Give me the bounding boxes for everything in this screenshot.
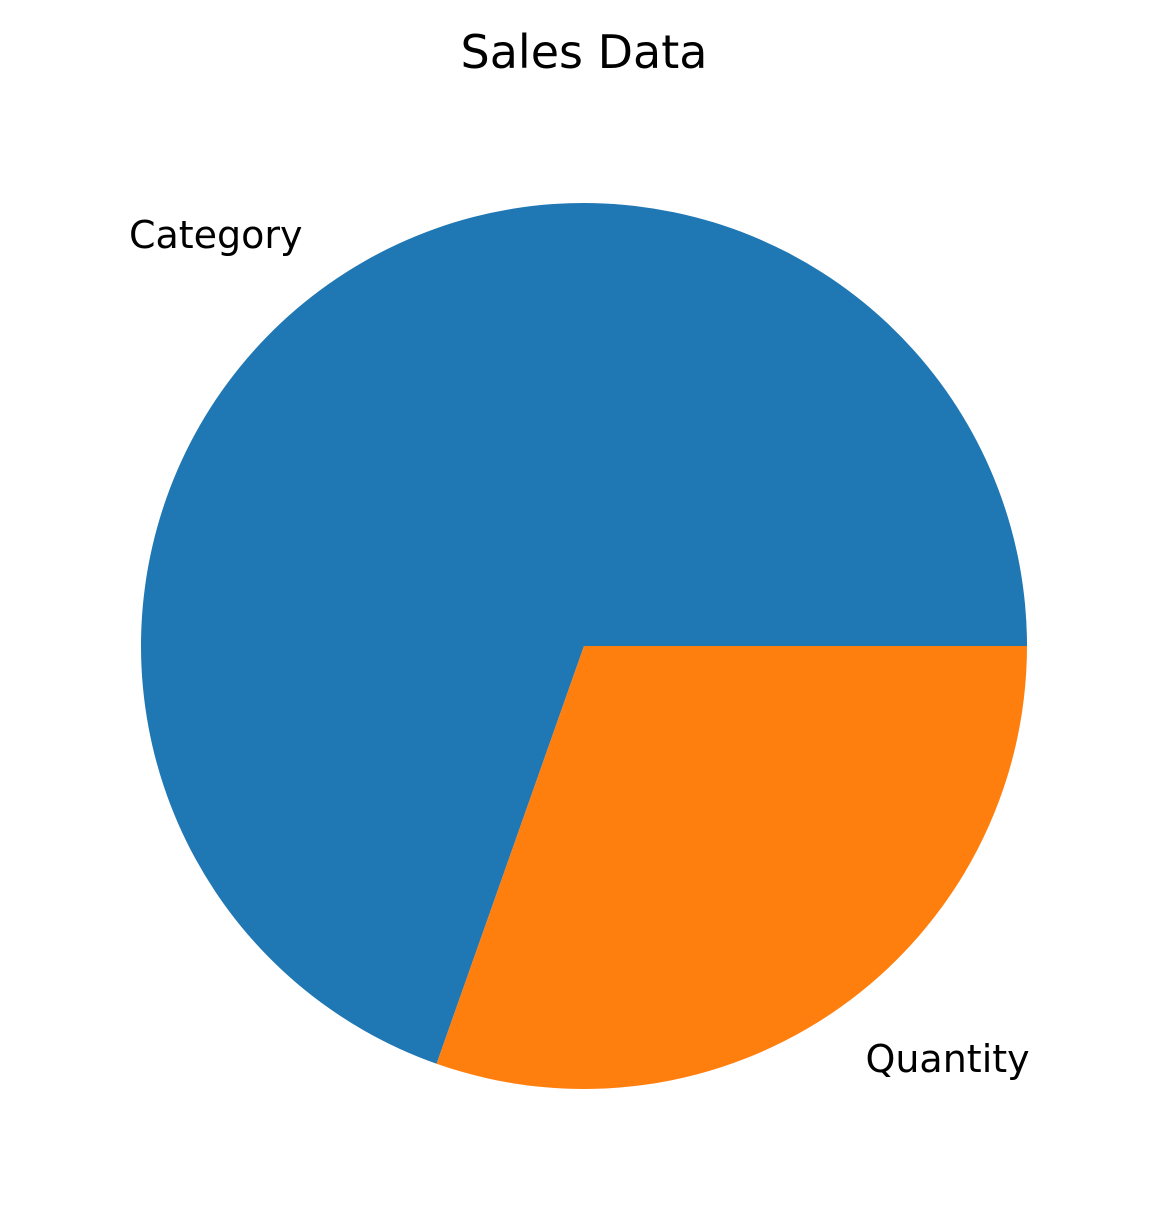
chart-title: Sales Data (461, 25, 708, 79)
pie-slice-category (140, 202, 1028, 1064)
pie-slice-quantity (436, 646, 1027, 1089)
pie-label-quantity: Quantity (865, 1037, 1029, 1081)
pie-label-category: Category (129, 213, 303, 257)
pie-slices (140, 202, 1028, 1089)
pie-labels: Category Quantity (129, 213, 1030, 1081)
